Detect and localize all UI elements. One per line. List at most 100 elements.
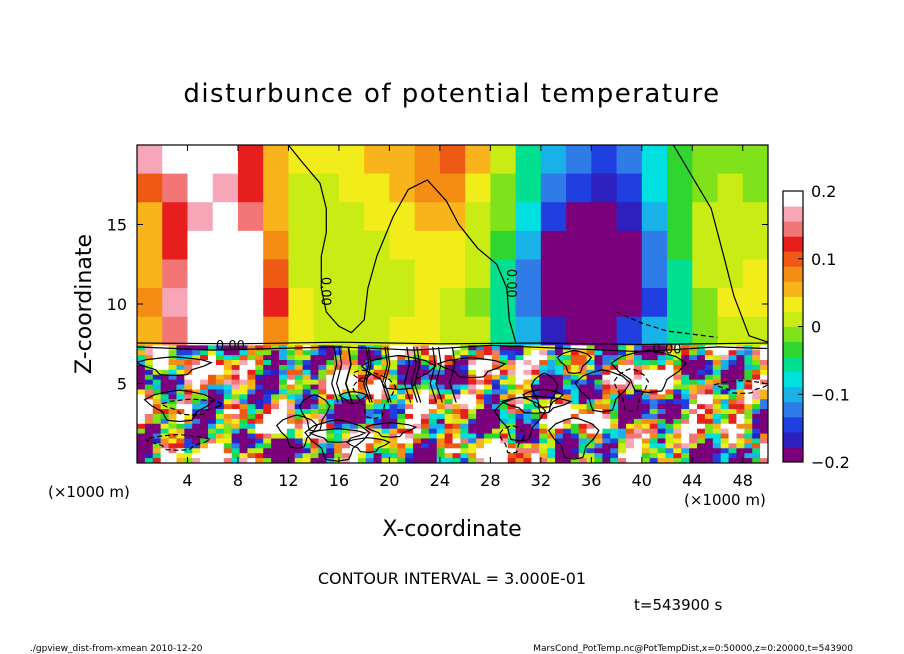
heatmap-cell	[476, 448, 485, 454]
heatmap-cell	[531, 433, 540, 440]
heatmap-cell	[160, 443, 170, 449]
heatmap-cell	[523, 399, 532, 405]
heatmap-cell	[397, 369, 406, 376]
heatmap-cell	[594, 458, 603, 463]
heatmap-cell	[507, 379, 517, 386]
heatmap-cell	[523, 453, 532, 459]
heatmap-cell	[555, 438, 564, 444]
heatmap-cell	[633, 394, 643, 400]
heatmap-cell	[176, 404, 185, 410]
heatmap-cell	[697, 413, 706, 420]
heatmap-cell	[326, 345, 335, 351]
heatmap-cell	[231, 369, 241, 376]
heatmap-cell	[531, 364, 540, 371]
heatmap-cell	[610, 443, 619, 449]
heatmap-cell	[499, 404, 509, 410]
heatmap-cell	[760, 404, 768, 410]
heatmap-cell	[334, 453, 343, 459]
heatmap-cell	[223, 423, 233, 430]
heatmap-cell	[137, 418, 146, 425]
heatmap-cell	[436, 433, 446, 440]
heatmap-cell	[263, 379, 272, 386]
heatmap-cell	[255, 438, 264, 444]
heatmap-cell	[389, 379, 398, 386]
heatmap-cell	[566, 230, 592, 261]
heatmap-cell	[460, 384, 469, 391]
heatmap-cell	[338, 316, 365, 346]
heatmap-cell	[712, 433, 722, 440]
heatmap-cell	[365, 418, 375, 425]
heatmap-cell	[491, 350, 501, 356]
heatmap-cell	[484, 369, 493, 376]
heatmap-cell	[436, 438, 446, 444]
colorbar-ticks: 0.20.10−0.1−0.2	[798, 182, 850, 472]
heatmap-cell	[692, 288, 719, 318]
heatmap-cell	[704, 438, 714, 444]
heatmap-cell	[207, 409, 217, 415]
heatmap-cell	[657, 433, 667, 440]
heatmap-cell	[515, 423, 525, 430]
heatmap-cell	[712, 399, 722, 405]
heatmap-cell	[531, 374, 540, 381]
heatmap-cell	[231, 428, 241, 435]
heatmap-cell	[160, 360, 170, 366]
heatmap-cell	[626, 399, 635, 405]
heatmap-cell	[137, 350, 146, 356]
heatmap-cell	[697, 423, 706, 430]
heatmap-cell	[681, 379, 690, 386]
heatmap-cell	[649, 413, 659, 420]
heatmap-cell	[586, 428, 596, 435]
heatmap-cell	[349, 404, 359, 410]
heatmap-cell	[302, 409, 312, 415]
heatmap-cell	[523, 404, 532, 410]
heatmap-cell	[342, 443, 351, 449]
heatmap-cell	[704, 389, 714, 395]
heatmap-cell	[618, 374, 627, 381]
heatmap-cell	[515, 173, 542, 203]
heatmap-cell	[231, 458, 241, 463]
heatmap-cell	[728, 404, 738, 410]
heatmap-cell	[318, 360, 327, 366]
heatmap-cell	[667, 288, 693, 318]
heatmap-cell	[742, 145, 768, 175]
heatmap-cell	[499, 409, 509, 415]
heatmap-cell	[515, 316, 542, 346]
heatmap-cell	[547, 384, 556, 391]
heatmap-cell	[744, 443, 753, 449]
heatmap-cell	[633, 458, 643, 463]
heatmap-cell	[626, 364, 635, 371]
heatmap-cell	[689, 418, 698, 425]
heatmap-cell	[215, 384, 225, 391]
heatmap-cell	[288, 202, 315, 232]
contour-interval-label: CONTOUR INTERVAL = 3.000E-01	[318, 569, 586, 588]
heatmap-cell	[223, 409, 233, 415]
heatmap-cell	[515, 350, 525, 356]
heatmap-cell	[476, 443, 485, 449]
heatmap-cell	[288, 259, 315, 289]
heatmap-cell	[712, 453, 722, 459]
heatmap-cell	[468, 443, 477, 449]
heatmap-cell	[649, 453, 659, 459]
heatmap-cell	[476, 458, 485, 463]
heatmap-cell	[239, 345, 249, 351]
heatmap-cell	[468, 379, 477, 386]
heatmap-cell	[712, 345, 722, 351]
heatmap-cell	[200, 433, 209, 440]
heatmap-cell	[760, 448, 768, 454]
heatmap-cell	[591, 316, 618, 346]
heatmap-cell	[760, 418, 768, 425]
heatmap-cell	[626, 369, 635, 376]
heatmap-cell	[334, 404, 343, 410]
heatmap-cell	[547, 355, 556, 361]
heatmap-cell	[310, 384, 320, 391]
heatmap-cell	[452, 384, 461, 391]
x-axis-label: X-coordinate	[382, 517, 521, 542]
heatmap-cell	[192, 394, 201, 400]
heatmap-cell	[187, 202, 214, 232]
heatmap-cell	[555, 453, 564, 459]
heatmap-cell	[223, 360, 233, 366]
heatmap-cell	[152, 369, 162, 376]
heatmap-cell	[389, 448, 398, 454]
heatmap-cell	[547, 448, 556, 454]
heatmap-cell	[618, 355, 627, 361]
